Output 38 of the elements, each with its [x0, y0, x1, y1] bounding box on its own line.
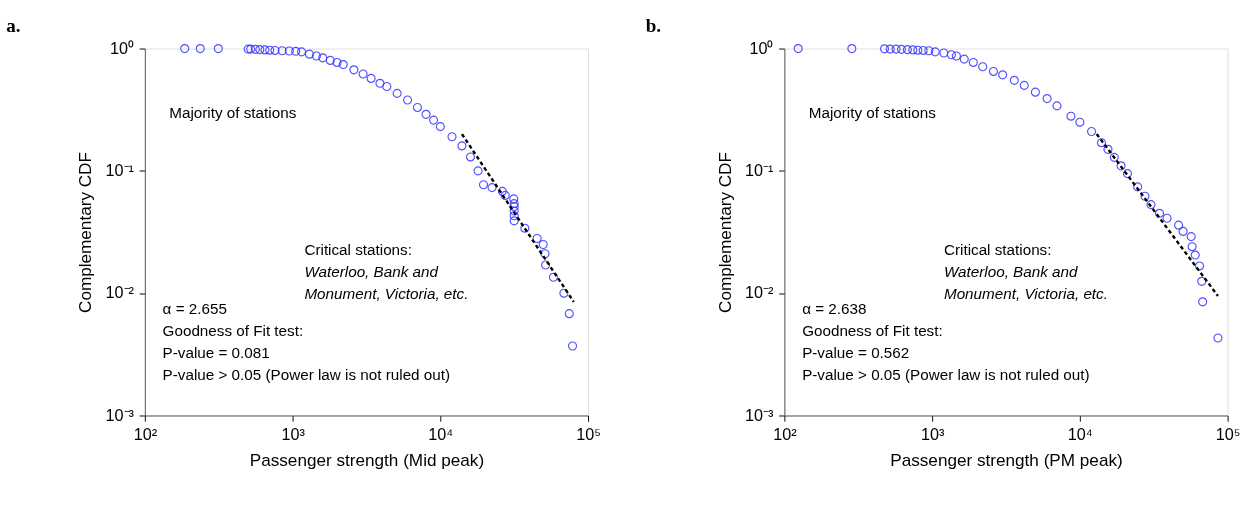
x-tick-label: 10² — [773, 424, 798, 443]
x-tick-label: 10⁴ — [428, 424, 454, 443]
annotation: P-value > 0.05 (Power law is not ruled out) — [802, 365, 1090, 383]
annotation: Goodness of Fit test: — [162, 321, 304, 339]
annotation: Critical stations: — [304, 241, 412, 259]
annotation: α = 2.638 — [802, 299, 867, 317]
y-tick-label: 10⁻³ — [105, 405, 135, 424]
annotation: Monument, Victoria, etc. — [304, 285, 469, 303]
y-tick-label: 10⁻¹ — [745, 161, 775, 180]
x-axis-title: Passenger strength (PM peak) — [890, 449, 1123, 470]
x-tick-label: 10⁵ — [576, 424, 601, 443]
annotation: Majority of stations — [169, 103, 297, 121]
y-axis-title: Complementary CDF — [75, 152, 96, 314]
annotation: P-value = 0.081 — [162, 343, 270, 361]
annotation: P-value = 0.562 — [802, 343, 910, 361]
annotation: Monument, Victoria, etc. — [943, 285, 1108, 303]
y-tick-label: 10⁻² — [745, 283, 775, 302]
x-tick-label: 10⁵ — [1215, 424, 1241, 443]
chart-title: a. — [6, 15, 21, 37]
annotation: Majority of stations — [808, 103, 937, 121]
y-tick-label: 10⁻² — [105, 283, 135, 302]
x-tick-label: 10³ — [920, 424, 945, 443]
annotation: P-value > 0.05 (Power law is not ruled out) — [162, 365, 451, 383]
annotation: Goodness of Fit test: — [802, 321, 943, 339]
y-tick-label: 10⁻¹ — [105, 161, 135, 180]
chart-title: b. — [645, 15, 662, 37]
x-axis-title: Passenger strength (Mid peak) — [249, 449, 485, 470]
annotation: Critical stations: — [943, 241, 1052, 259]
annotation: Waterloo, Bank and — [304, 263, 439, 281]
y-axis-title: Complementary CDF — [714, 152, 735, 314]
annotation: α = 2.655 — [162, 299, 227, 317]
y-tick-label: 10⁰ — [749, 38, 774, 57]
y-tick-label: 10⁰ — [109, 38, 134, 57]
annotation: Waterloo, Bank and — [943, 263, 1078, 281]
y-tick-label: 10⁻³ — [745, 405, 775, 424]
x-tick-label: 10⁴ — [1067, 424, 1093, 443]
x-tick-label: 10³ — [281, 424, 306, 443]
x-tick-label: 10² — [133, 424, 158, 443]
